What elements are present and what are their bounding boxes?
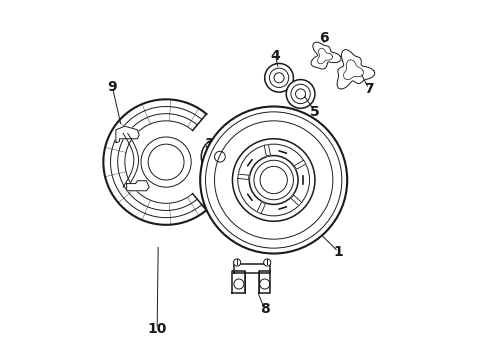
Polygon shape [294,160,306,169]
Polygon shape [232,271,245,293]
Circle shape [201,138,239,175]
Circle shape [286,80,315,108]
Text: 8: 8 [260,302,270,316]
Text: 10: 10 [147,322,167,336]
Text: 6: 6 [319,31,329,45]
Polygon shape [116,126,139,142]
Polygon shape [245,271,259,293]
Polygon shape [291,195,302,206]
Polygon shape [337,50,375,89]
Text: 3: 3 [204,137,214,151]
Polygon shape [259,271,270,293]
Polygon shape [257,202,266,213]
Circle shape [249,156,298,204]
Polygon shape [264,144,270,156]
Text: 5: 5 [310,105,320,119]
Polygon shape [311,42,341,69]
Text: 9: 9 [107,80,117,94]
Circle shape [264,259,271,266]
Circle shape [265,63,294,92]
Circle shape [232,139,315,221]
Circle shape [200,107,347,253]
Text: 1: 1 [333,245,343,259]
Polygon shape [126,181,149,191]
Polygon shape [238,174,249,180]
Text: 4: 4 [270,49,280,63]
Polygon shape [234,264,270,273]
Text: 2: 2 [231,209,241,223]
Circle shape [234,259,241,266]
Text: 7: 7 [364,82,373,95]
Circle shape [203,172,240,210]
